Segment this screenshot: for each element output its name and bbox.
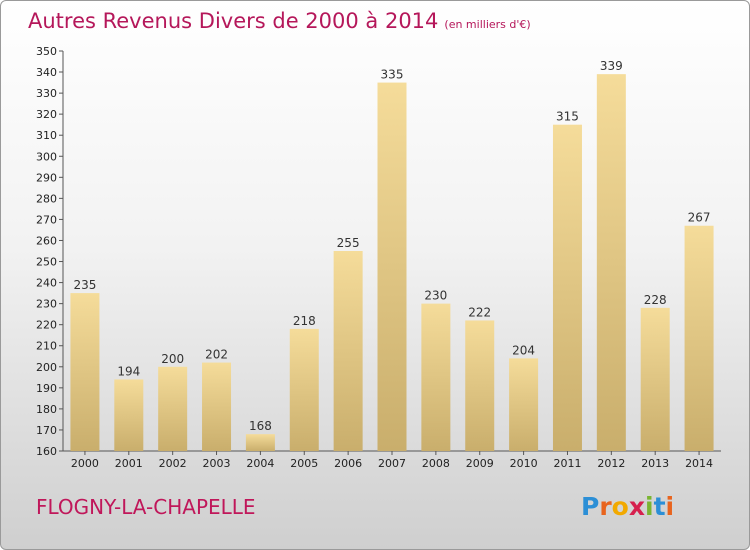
x-tick-label: 2007 xyxy=(378,457,406,470)
bar xyxy=(509,358,539,451)
logo-letter: x xyxy=(628,492,645,521)
bar xyxy=(289,328,319,451)
y-tick-label: 290 xyxy=(36,171,57,184)
bar-value-label: 194 xyxy=(117,364,140,378)
x-tick-label: 2001 xyxy=(115,457,143,470)
y-tick-label: 250 xyxy=(36,256,57,269)
bar xyxy=(158,366,188,451)
x-tick-label: 2008 xyxy=(422,457,450,470)
bar-value-label: 218 xyxy=(293,314,316,328)
bar-value-label: 168 xyxy=(249,419,272,433)
bar xyxy=(684,225,714,451)
logo-letter: P xyxy=(581,492,600,521)
logo-letter: i xyxy=(665,492,675,521)
bar xyxy=(333,251,363,451)
bar-value-label: 267 xyxy=(688,211,711,225)
bar xyxy=(552,124,582,452)
bar xyxy=(202,362,232,451)
bar xyxy=(70,293,100,451)
y-tick-label: 280 xyxy=(36,192,57,205)
bar xyxy=(421,303,451,451)
x-tick-label: 2013 xyxy=(641,457,669,470)
x-tick-label: 2002 xyxy=(159,457,187,470)
bar-value-label: 235 xyxy=(73,278,96,292)
bar-value-label: 230 xyxy=(424,289,447,303)
x-tick-label: 2004 xyxy=(246,457,274,470)
y-tick-label: 160 xyxy=(36,445,57,458)
y-tick-label: 270 xyxy=(36,213,57,226)
y-tick-label: 200 xyxy=(36,361,57,374)
y-tick-label: 260 xyxy=(36,234,57,247)
bar xyxy=(245,434,275,451)
bar-value-label: 228 xyxy=(644,293,667,307)
place-name: FLOGNY-LA-CHAPELLE xyxy=(36,495,256,519)
bar xyxy=(377,82,407,451)
y-tick-label: 190 xyxy=(36,382,57,395)
x-tick-label: 2014 xyxy=(685,457,713,470)
bar xyxy=(596,74,626,451)
bar-value-label: 202 xyxy=(205,348,228,362)
logo-letter: o xyxy=(611,492,629,521)
x-tick-label: 2010 xyxy=(510,457,538,470)
bar-value-label: 200 xyxy=(161,352,184,366)
bar-value-label: 335 xyxy=(381,68,404,82)
chart-unit: (en milliers d'€) xyxy=(444,18,531,31)
chart-title: Autres Revenus Divers de 2000 à 2014 (en … xyxy=(28,9,531,33)
chart-title-text: Autres Revenus Divers de 2000 à 2014 xyxy=(28,9,439,33)
bar-value-label: 222 xyxy=(468,305,491,319)
bar xyxy=(640,307,670,451)
bar-value-label: 339 xyxy=(600,59,623,73)
y-tick-label: 180 xyxy=(36,403,57,416)
y-tick-label: 300 xyxy=(36,150,57,163)
y-tick-label: 220 xyxy=(36,319,57,332)
logo-letter: t xyxy=(653,492,666,521)
x-tick-label: 2011 xyxy=(553,457,581,470)
bar-value-label: 204 xyxy=(512,343,535,357)
bar xyxy=(465,320,495,451)
x-tick-label: 2003 xyxy=(203,457,231,470)
y-tick-label: 340 xyxy=(36,66,57,79)
proxiti-logo: Proxiti xyxy=(581,492,674,521)
x-tick-label: 2000 xyxy=(71,457,99,470)
y-tick-label: 310 xyxy=(36,129,57,142)
y-tick-label: 330 xyxy=(36,87,57,100)
y-tick-label: 320 xyxy=(36,108,57,121)
x-tick-label: 2009 xyxy=(466,457,494,470)
bar-value-label: 255 xyxy=(337,236,360,250)
logo-letter: r xyxy=(599,492,612,521)
y-tick-label: 210 xyxy=(36,340,57,353)
y-tick-label: 350 xyxy=(36,45,57,58)
bar xyxy=(114,379,144,451)
x-tick-label: 2012 xyxy=(597,457,625,470)
x-tick-label: 2006 xyxy=(334,457,362,470)
y-tick-label: 240 xyxy=(36,277,57,290)
y-tick-label: 230 xyxy=(36,298,57,311)
x-tick-label: 2005 xyxy=(290,457,318,470)
logo-letter: i xyxy=(645,492,654,521)
y-tick-label: 170 xyxy=(36,424,57,437)
bar-value-label: 315 xyxy=(556,110,579,124)
